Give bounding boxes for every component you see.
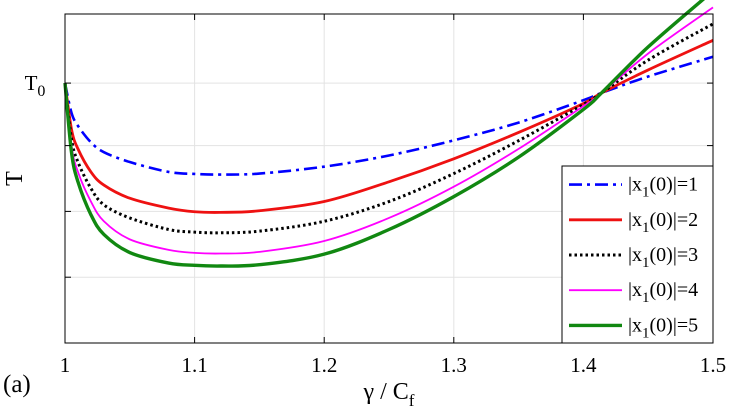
y-tick-label: T0 xyxy=(25,71,46,100)
x-tick-label: 1.2 xyxy=(311,353,337,377)
legend-label: |x1(0)|=2 xyxy=(628,209,698,236)
x-tick-label: 1.1 xyxy=(181,353,207,377)
ticks: 1 1.1 1.2 1.3 1.4 1.5 T0 xyxy=(25,13,726,377)
x-axis-label: γ / Cf xyxy=(363,379,415,409)
x-tick-label: 1 xyxy=(60,353,71,377)
legend-label: |x1(0)|=1 xyxy=(628,174,698,201)
plot-lines xyxy=(63,0,714,268)
y-axis-label: T xyxy=(2,171,28,186)
panel-label: (a) xyxy=(3,371,31,398)
axis-labels: γ / Cf T (a) xyxy=(2,171,415,409)
series-line xyxy=(64,6,714,255)
legend: |x1(0)|=1 |x1(0)|=2 |x1(0)|=3 |x1(0)|=4 |x1(… xyxy=(561,165,714,344)
x-tick-label: 1.4 xyxy=(570,353,597,377)
series-line xyxy=(63,22,714,235)
series-line xyxy=(63,55,714,176)
series-line xyxy=(63,0,706,268)
legend-label: |x1(0)|=5 xyxy=(628,314,698,341)
x-tick-label: 1.3 xyxy=(441,353,467,377)
x-tick-label: 1.5 xyxy=(700,353,726,377)
legend-label: |x1(0)|=4 xyxy=(628,279,698,306)
legend-label: |x1(0)|=3 xyxy=(628,244,698,271)
